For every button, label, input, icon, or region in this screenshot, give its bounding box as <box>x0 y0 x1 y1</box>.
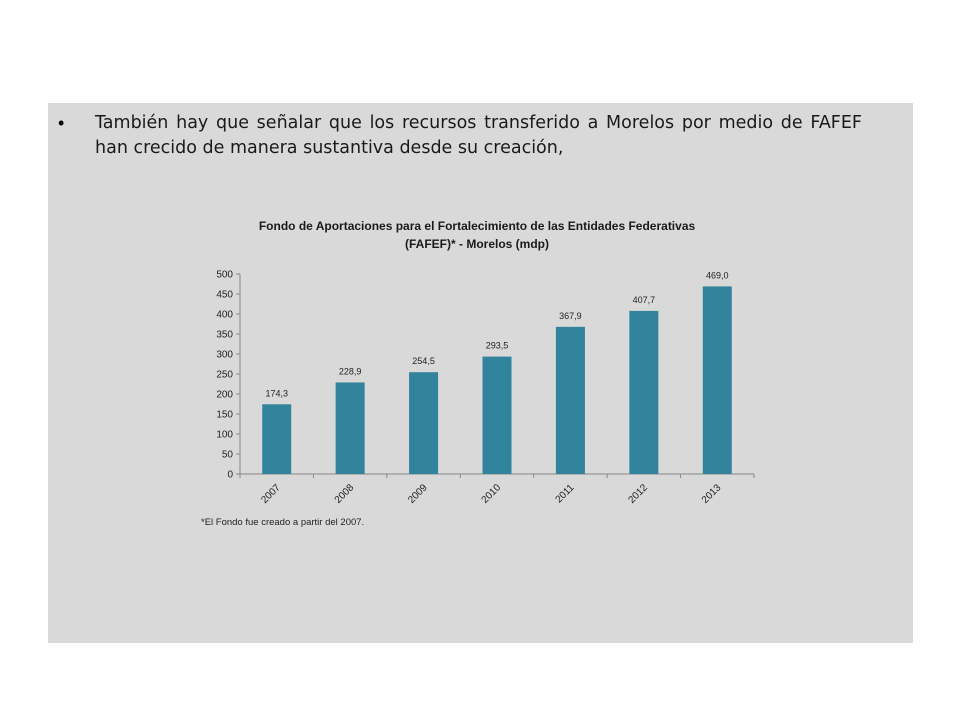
y-tick-label: 500 <box>216 270 233 281</box>
x-tick-label: 2008 <box>333 482 357 506</box>
data-label: 367,9 <box>559 311 582 321</box>
y-tick-label: 0 <box>227 470 233 481</box>
y-tick-label: 350 <box>216 330 233 341</box>
bullet-text: También hay que señalar que los recursos… <box>95 113 862 158</box>
bar <box>409 372 439 474</box>
y-tick-label: 400 <box>216 310 233 321</box>
y-tick-label: 100 <box>216 430 233 441</box>
y-tick-label: 150 <box>216 410 233 421</box>
bar <box>555 326 585 474</box>
data-label: 293,5 <box>486 341 509 351</box>
bar <box>335 382 365 474</box>
data-label: 228,9 <box>339 366 362 376</box>
x-tick-label: 2013 <box>700 482 724 506</box>
data-label: 254,5 <box>412 356 435 366</box>
slide-content-panel <box>48 103 913 643</box>
y-tick-label: 450 <box>216 290 233 301</box>
x-tick-label: 2011 <box>554 482 577 505</box>
bullet-marker: • <box>58 113 65 133</box>
bar <box>702 286 732 474</box>
chart-title: Fondo de Aportaciones para el Fortalecim… <box>259 219 696 233</box>
x-tick-label: 2009 <box>406 482 430 506</box>
y-tick-label: 300 <box>216 350 233 361</box>
data-label: 407,7 <box>633 295 656 305</box>
y-tick-label: 250 <box>216 370 233 381</box>
y-tick-label: 200 <box>216 390 233 401</box>
bar <box>262 404 292 474</box>
chart-subtitle: (FAFEF)* - Morelos (mdp) <box>405 237 549 251</box>
y-tick-label: 50 <box>222 450 234 461</box>
chart-footnote: *El Fondo fue creado a partir del 2007. <box>201 517 365 528</box>
data-label: 469,0 <box>706 270 729 280</box>
plot-area: 0 50 100 150 200 250 300 350 400 450 500 174,3 2007 2… <box>216 270 755 506</box>
x-tick-label: 2007 <box>259 482 283 506</box>
bar <box>482 356 512 474</box>
bar <box>629 310 659 474</box>
x-tick-label: 2010 <box>480 482 504 506</box>
data-label: 174,3 <box>265 388 288 398</box>
x-tick-label: 2012 <box>626 482 650 506</box>
